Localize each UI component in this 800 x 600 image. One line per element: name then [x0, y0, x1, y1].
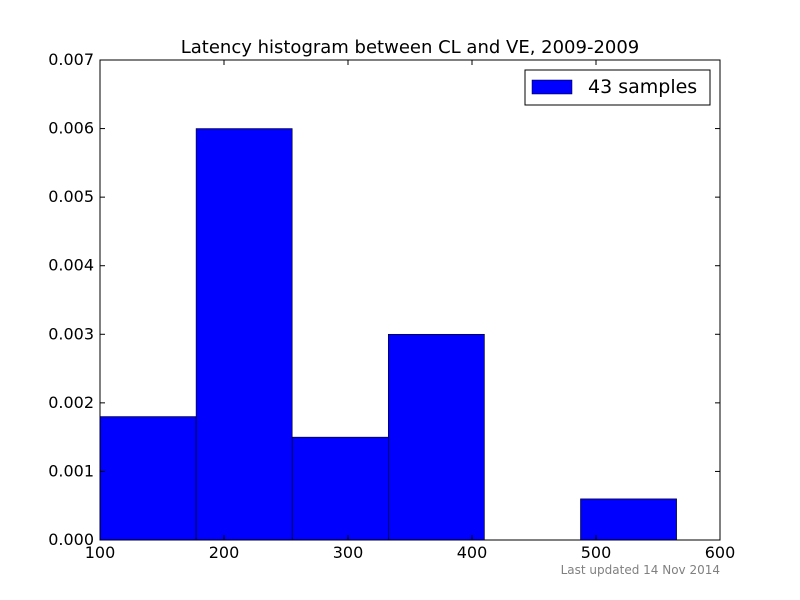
y-tick-label: 0.001	[48, 461, 94, 480]
y-tick-label: 0.000	[48, 530, 94, 549]
last-updated-note: Last updated 14 Nov 2014	[561, 563, 720, 577]
legend: 43 samples	[524, 69, 711, 106]
y-tick-label: 0.005	[48, 187, 94, 206]
legend-swatch	[531, 79, 573, 95]
histogram-bar	[99, 416, 197, 541]
chart-title: Latency histogram between CL and VE, 200…	[181, 37, 640, 58]
bars-group	[99, 128, 677, 541]
y-tick-labels: 0.000 0.001 0.002 0.003 0.004 0.005 0.006 0.007	[48, 50, 94, 549]
x-tick-label: 500	[581, 543, 612, 562]
legend-label: 43 samples	[588, 76, 697, 98]
y-tick-label: 0.004	[48, 256, 94, 275]
plot-frame	[99, 59, 721, 541]
histogram-bar	[195, 128, 293, 541]
x-tick-label: 600	[705, 543, 736, 562]
x-tick-label: 100	[85, 543, 116, 562]
x-tick-label: 300	[333, 543, 364, 562]
x-tick-labels: 100 200 300 400 500 600	[85, 543, 736, 562]
y-tick-label: 0.002	[48, 393, 94, 412]
histogram-bar	[580, 498, 677, 541]
y-tick-label: 0.003	[48, 324, 94, 343]
x-tick-label: 200	[209, 543, 240, 562]
x-tick-label: 400	[457, 543, 488, 562]
histogram-bar	[387, 333, 485, 541]
histogram-bar	[291, 436, 389, 541]
axis-ticks	[99, 59, 721, 541]
y-tick-label: 0.007	[48, 50, 94, 69]
y-tick-label: 0.006	[48, 119, 94, 138]
